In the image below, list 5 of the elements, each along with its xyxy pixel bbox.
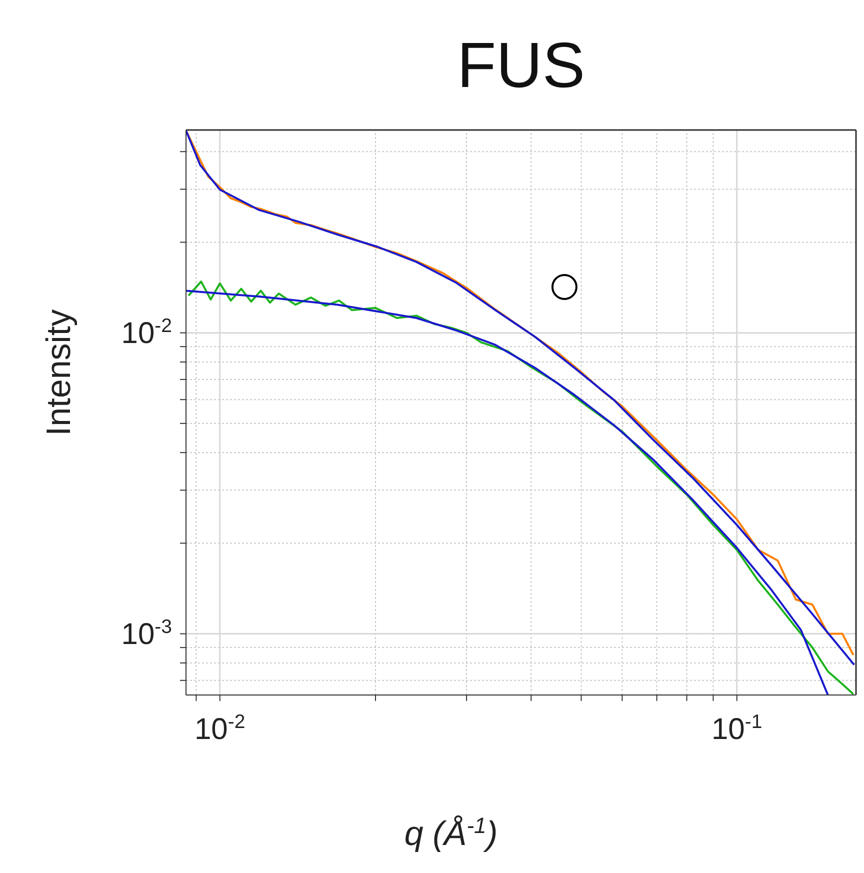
x-axis-title: q (Å$^{-1}$)	[404, 812, 498, 853]
x-tick-label: 10$^{-1}$	[712, 711, 762, 746]
y-axis-title: Intensity	[40, 309, 78, 436]
chart-title: FUS	[456, 28, 586, 102]
y-tick-label: 10$^{-3}$	[121, 616, 172, 651]
